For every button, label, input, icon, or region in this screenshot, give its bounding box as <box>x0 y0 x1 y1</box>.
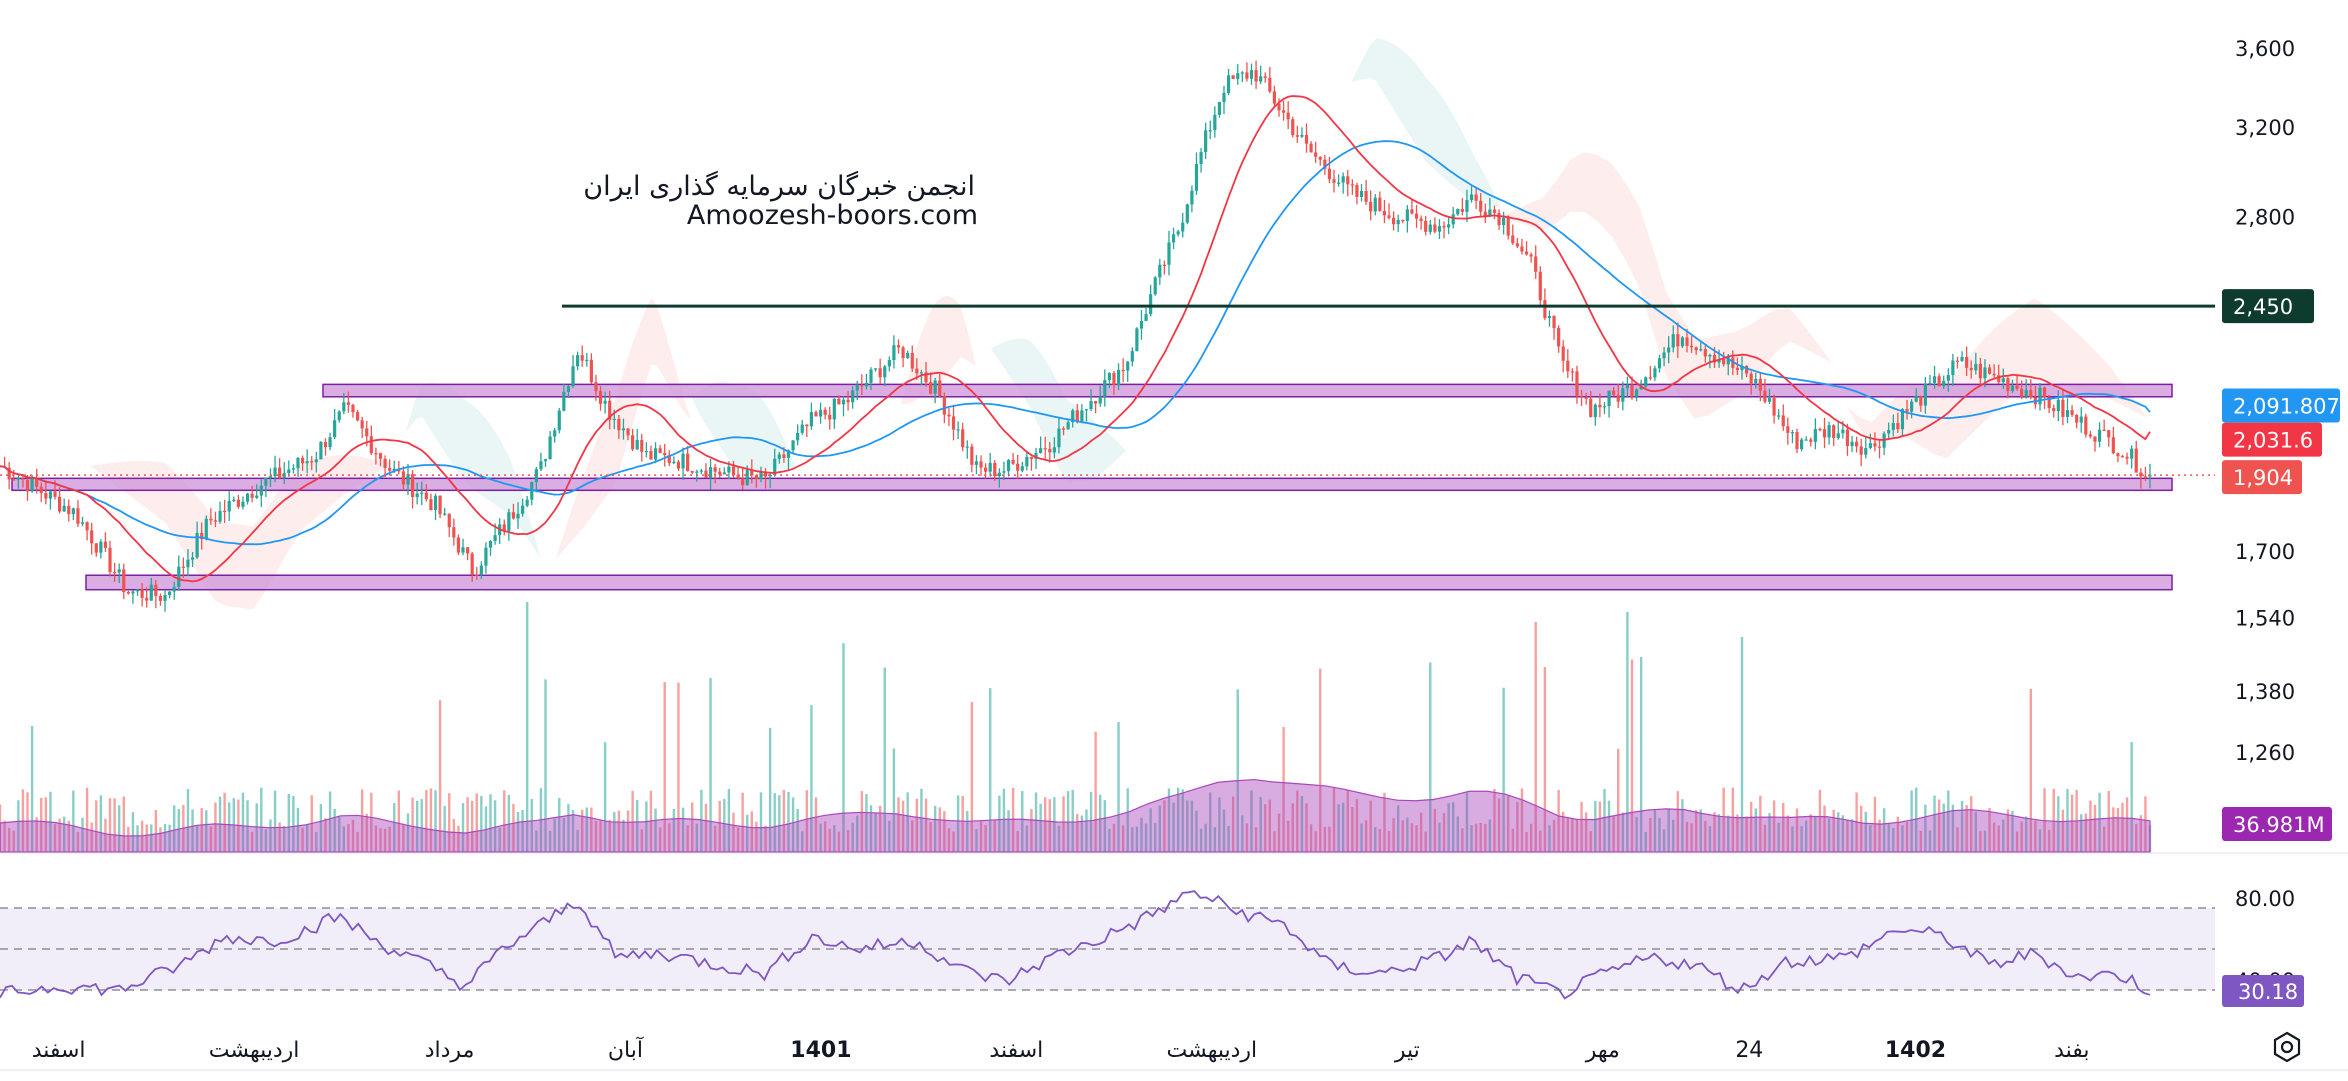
time-axis[interactable]: اسفند اردیبهشت مرداد آبان 1401 اسفند اردیبهشت ت… <box>32 1036 2090 1063</box>
resistance-badge-text: 2,450 <box>2233 295 2293 319</box>
time-tick-label: بفند <box>2054 1038 2089 1063</box>
gear-icon[interactable] <box>2273 1031 2301 1063</box>
price-tick-label: 1,540 <box>2235 606 2295 630</box>
time-tick-label: آبان <box>608 1036 644 1063</box>
volume-bars <box>0 602 2152 852</box>
watermark-line1: انجمن خبرگان سرمایه گذاری ایران <box>583 170 975 202</box>
support-zone-3 <box>85 574 2173 591</box>
price-tick-label: 1,700 <box>2235 540 2295 564</box>
price-tick-label: 1,260 <box>2235 741 2295 765</box>
support-zone-1 <box>322 383 2173 398</box>
ma-fast-badge <box>2222 422 2322 457</box>
last-price-badge <box>2222 460 2302 495</box>
ma-slow-badge <box>2222 388 2340 423</box>
time-tick-label: 1401 <box>790 1038 851 1063</box>
ma-fast-line <box>0 95 2151 583</box>
price-tick-label: 2,800 <box>2235 206 2295 230</box>
support-zone-2 <box>11 477 2173 492</box>
moving-averages <box>0 95 2151 583</box>
rsi-panel <box>0 890 2215 1000</box>
time-tick-label: اسفند <box>989 1038 1043 1063</box>
price-tick-label: 3,200 <box>2235 116 2295 140</box>
rsi-badge <box>2222 975 2304 1007</box>
rsi-badge-text: 30.18 <box>2238 980 2298 1004</box>
candles <box>2 60 2152 612</box>
time-tick-label: 24 <box>1735 1038 1763 1063</box>
price-tick-label: 1,380 <box>2235 680 2295 704</box>
axis-badges: 2,450 2,091.807 2,031.6 1,904 36.981M 30.18 <box>2222 289 2340 1007</box>
time-tick-label: 1402 <box>1885 1038 1946 1063</box>
time-tick-label: تیر <box>1394 1038 1420 1063</box>
price-axis[interactable]: 1,260 1,380 1,540 1,700 2,800 3,200 3,600 <box>2235 37 2295 765</box>
price-tick-label: 3,600 <box>2235 37 2295 61</box>
ma-fast-badge-text: 2,031.6 <box>2233 429 2313 453</box>
rsi-line <box>0 890 2151 1000</box>
time-tick-label: اسفند <box>32 1038 86 1063</box>
time-tick-label: اردیبهشت <box>1166 1038 1257 1063</box>
resistance-badge <box>2222 289 2314 324</box>
ma-slow-badge-text: 2,091.807 <box>2233 395 2340 419</box>
last-price-badge-text: 1,904 <box>2233 466 2293 490</box>
rsi-tick-80: 80.00 <box>2235 887 2295 911</box>
time-tick-label: اردیبهشت <box>209 1038 300 1063</box>
watermark: انجمن خبرگان سرمایه گذاری ایران Amoozesh… <box>583 170 978 231</box>
support-zones <box>11 383 2173 591</box>
ma-slow-line <box>0 140 2151 546</box>
volume-badge <box>2222 807 2332 841</box>
watermark-line2: Amoozesh-boors.com <box>687 200 978 231</box>
volume-badge-text: 36.981M <box>2233 813 2325 837</box>
time-tick-label: مرداد <box>425 1038 475 1063</box>
volume-ma-area <box>0 778 2151 853</box>
time-tick-label: مهر <box>1585 1038 1620 1063</box>
